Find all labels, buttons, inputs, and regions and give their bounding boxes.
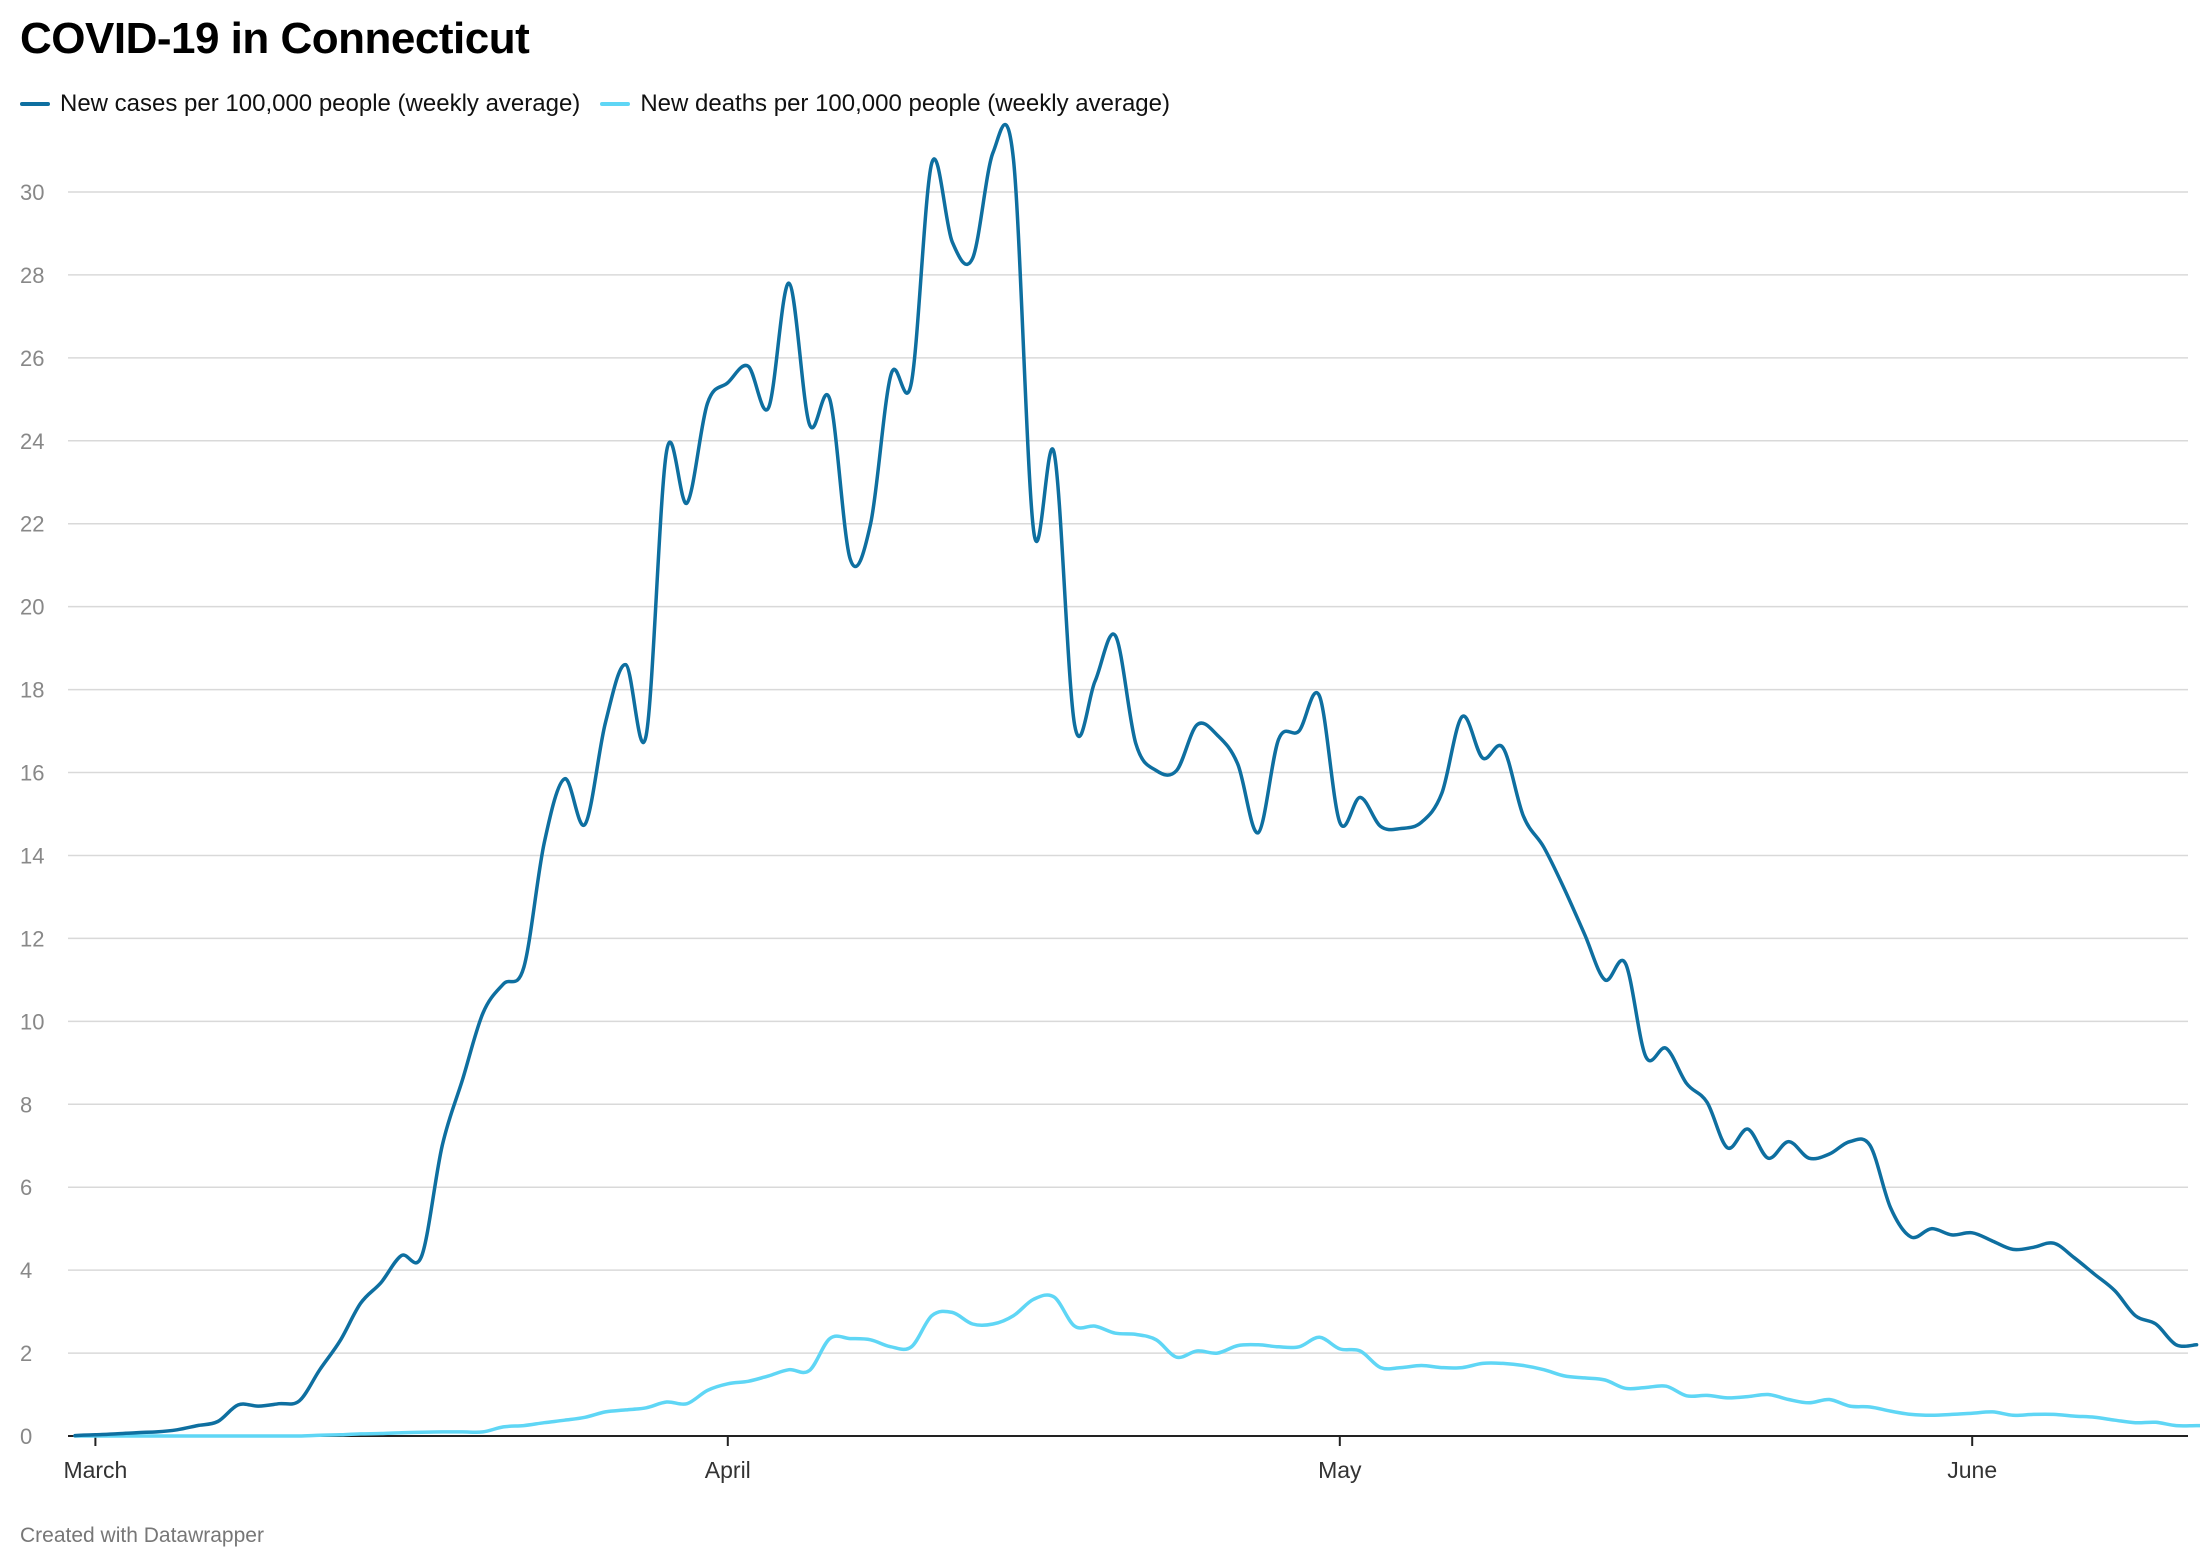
y-tick-label: 18 bbox=[20, 678, 44, 703]
series-lines bbox=[73, 122, 2200, 1438]
y-tick-label: 16 bbox=[20, 761, 44, 786]
y-tick-label: 24 bbox=[20, 429, 44, 454]
x-tick-label: March bbox=[63, 1457, 127, 1483]
y-tick-label: 30 bbox=[20, 180, 44, 205]
y-tick-label: 6 bbox=[20, 1175, 32, 1200]
y-tick-label: 10 bbox=[20, 1009, 44, 1034]
y-tick-label: 8 bbox=[20, 1092, 32, 1117]
y-tick-label: 20 bbox=[20, 595, 44, 620]
y-tick-label: 28 bbox=[20, 263, 44, 288]
legend-label-cases: New cases per 100,000 people (weekly ave… bbox=[60, 90, 581, 117]
legend-swatch-cases bbox=[20, 102, 50, 106]
x-tick-label: May bbox=[1318, 1457, 1362, 1483]
legend: New cases per 100,000 people (weekly ave… bbox=[20, 90, 1190, 118]
y-tick-label: 14 bbox=[20, 843, 44, 868]
legend-item-cases: New cases per 100,000 people (weekly ave… bbox=[20, 90, 580, 118]
y-tick-label: 2 bbox=[20, 1341, 32, 1366]
chart-title: COVID-19 in Connecticut bbox=[20, 14, 530, 63]
x-tick-label: April bbox=[705, 1457, 751, 1483]
legend-label-deaths: New deaths per 100,000 people (weekly av… bbox=[640, 90, 1170, 117]
y-tick-label: 4 bbox=[20, 1258, 32, 1283]
gridlines bbox=[68, 191, 2188, 1354]
series-line-deaths bbox=[73, 1293, 2200, 1438]
y-tick-label: 22 bbox=[20, 512, 44, 537]
footer-credit: Created with Datawrapper bbox=[20, 1524, 264, 1547]
legend-swatch-deaths bbox=[600, 102, 631, 106]
x-tick-label: June bbox=[1947, 1457, 1997, 1483]
x-axis: March April May June bbox=[63, 1435, 2188, 1483]
y-tick-label: 26 bbox=[20, 346, 44, 371]
y-tick-label: 12 bbox=[20, 926, 44, 951]
legend-item-deaths: New deaths per 100,000 people (weekly av… bbox=[600, 90, 1170, 118]
y-tick-label: 0 bbox=[20, 1424, 32, 1449]
series-line-cases bbox=[73, 122, 2199, 1438]
